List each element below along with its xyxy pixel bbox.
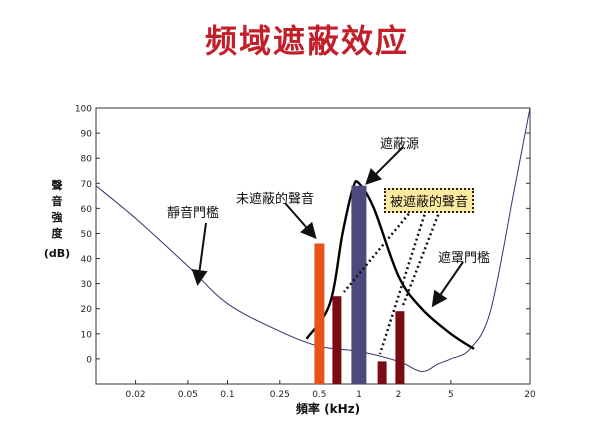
arrow-masking-threshold [431,261,464,308]
y-tick-label: 50 [81,230,93,240]
slide-title: 频域遮蔽效应 [204,22,409,60]
annotation-quiet-threshold: 靜音門檻 [167,206,220,221]
x-axis-label: 頻率 (kHz) [295,402,361,416]
x-tick-label: 0.5 [312,390,326,400]
y-axis-label-char: 音 [51,195,63,208]
y-tick-label: 100 [75,105,92,115]
y-tick-label: 80 [81,155,93,165]
bar-masked [332,296,342,384]
y-axis-label-char: 聲 [51,179,63,192]
x-tick-label: 0.02 [126,390,146,400]
bar-masked [395,311,405,384]
y-tick-label: 30 [81,280,93,290]
annotation-masked: 被遮蔽的聲音 [384,188,475,213]
x-tick-label: 0.05 [178,390,198,400]
y-tick-label: 90 [81,130,93,140]
bars [314,185,405,384]
annotation-unmasked: 未遮蔽的聲音 [236,192,315,207]
y-axis-ticks: 0 10 20 30 40 50 60 70 80 90 100 [75,105,530,365]
x-tick-label: 5 [448,390,454,400]
x-tick-label: 0.1 [220,390,234,400]
bar-masker [351,185,367,384]
y-tick-label: 0 [86,355,92,365]
y-axis-unit: (dB) [43,247,71,260]
y-tick-label: 70 [81,180,93,190]
y-axis-label: 聲 音 強 度 (dB) [42,178,72,262]
y-axis-label-char: 度 [51,227,63,240]
y-tick-label: 40 [81,255,93,265]
x-tick-label: 20 [524,390,536,400]
annotation-arrows [191,146,464,355]
annotation-masker: 遮蔽源 [380,137,420,152]
arrow-unmasked [284,202,317,240]
bar-unmasked [314,243,325,384]
arrow-quiet-threshold [191,222,208,286]
x-tick-label: 2 [396,390,402,400]
bar-masked [377,361,387,384]
y-tick-label: 60 [81,205,93,215]
y-tick-label: 10 [81,330,93,340]
x-tick-label: 0.25 [270,390,290,400]
y-axis-label-char: 強 [51,211,63,224]
y-tick-label: 20 [81,305,93,315]
x-tick-label: 1 [356,390,362,400]
arrow-masker [365,146,404,185]
annotation-masking-threshold: 遮罩門檻 [438,251,491,266]
dotted-pointer-2 [378,209,428,355]
